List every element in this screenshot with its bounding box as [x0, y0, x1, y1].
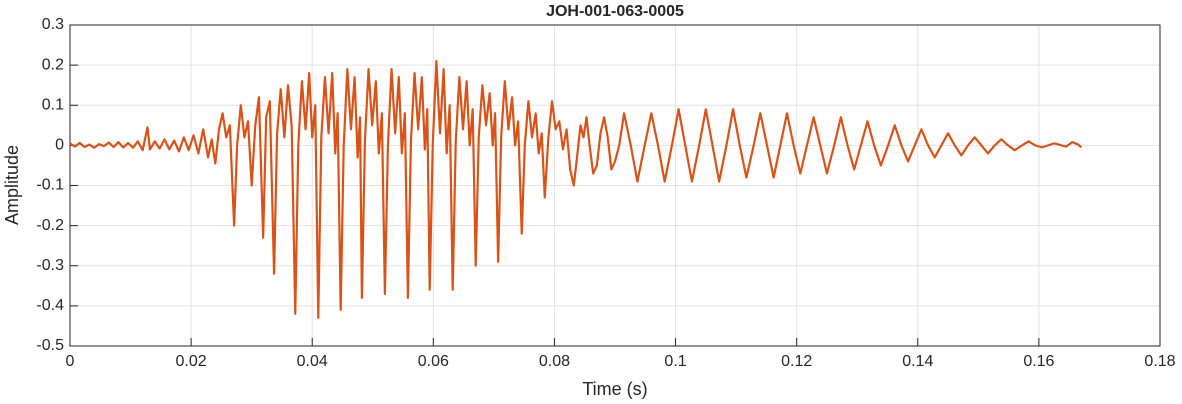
y-tick-label: -0.2: [36, 217, 64, 234]
y-tick-label: -0.1: [36, 177, 64, 194]
plot-frame: [69, 24, 1161, 347]
x-tick-label: 0.14: [902, 353, 933, 370]
chart-title: JOH-001-063-0005: [546, 3, 684, 20]
x-tick-label: 0.1: [664, 353, 686, 370]
x-axis-label: Time (s): [582, 379, 647, 399]
y-tick-label: 0.1: [42, 96, 64, 113]
y-tick-label: 0.3: [42, 16, 64, 33]
x-tick-label: 0.08: [539, 353, 570, 370]
y-tick-label: -0.3: [36, 257, 64, 274]
x-tick-label: 0.06: [418, 353, 449, 370]
x-tick-label: 0: [66, 353, 75, 370]
y-tick-label: -0.5: [36, 337, 64, 354]
y-tick-label: -0.4: [36, 297, 64, 314]
x-tick-label: 0.02: [176, 353, 207, 370]
x-tick-label: 0.16: [1023, 353, 1054, 370]
waveform-line: [69, 60, 1083, 320]
y-tick-label: 0: [55, 137, 64, 154]
x-tick-label: 0.04: [297, 353, 328, 370]
x-tick-label: 0.18: [1144, 353, 1175, 370]
x-tick-label: 0.12: [781, 353, 812, 370]
y-tick-label: 0.2: [42, 56, 64, 73]
y-axis-label: Amplitude: [2, 145, 22, 225]
